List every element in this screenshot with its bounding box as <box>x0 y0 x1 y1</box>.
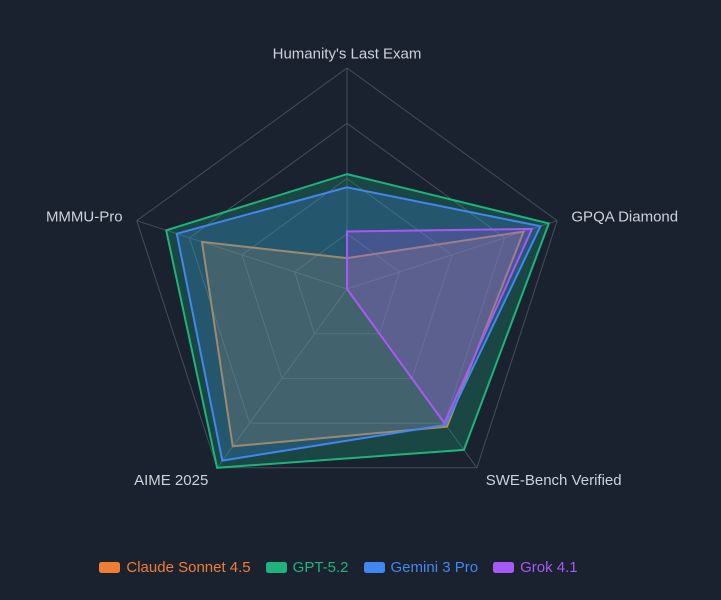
legend-swatch-gemini-3-pro <box>363 562 385 573</box>
chart-legend: Claude Sonnet 4.5 GPT-5.2 Gemini 3 Pro G… <box>0 560 699 575</box>
axis-label-swe-bench-verified: SWE-Bench Verified <box>486 472 622 489</box>
axis-line-mmmu-pro <box>136 220 348 290</box>
grid-ring-75 <box>188 122 506 424</box>
axis-label-gpqa-diamond: GPQA Diamond <box>571 208 678 225</box>
legend-label-gemini-3-pro: Gemini 3 Pro <box>390 559 479 576</box>
series-polygon-gemini-3-pro <box>175 186 542 462</box>
legend-swatch-claude-sonnet-4-5 <box>99 562 121 573</box>
legend-item-gpt-5-2[interactable]: GPT-5.2 <box>265 559 349 576</box>
legend-label-grok-4-1: Grok 4.1 <box>520 559 578 576</box>
axis-label-mmmu-pro: MMMU-Pro <box>46 208 123 225</box>
legend-item-claude-sonnet-4-5[interactable]: Claude Sonnet 4.5 <box>99 559 251 576</box>
legend-swatch-gpt-5-2 <box>265 562 287 573</box>
grid-ring-25 <box>293 233 401 335</box>
grid-ring-100 <box>136 67 558 469</box>
legend-label-claude-sonnet-4-5: Claude Sonnet 4.5 <box>126 559 251 576</box>
series-polygon-gpt-5-2 <box>165 173 551 469</box>
axis-label-humanity-s-last-exam: Humanity's Last Exam <box>273 45 422 62</box>
legend-swatch-grok-4-1 <box>493 562 515 573</box>
axis-line-aime-2025 <box>216 288 348 469</box>
legend-item-grok-4-1[interactable]: Grok 4.1 <box>493 560 578 575</box>
series-polygon-grok-4-1 <box>346 227 534 426</box>
grid-ring-50 <box>241 177 453 379</box>
axis-label-aime-2025: AIME 2025 <box>134 472 208 489</box>
legend-item-gemini-3-pro[interactable]: Gemini 3 Pro <box>363 559 479 576</box>
legend-label-gpt-5-2: GPT-5.2 <box>292 559 349 576</box>
series-polygon-claude-sonnet-4-5 <box>200 230 526 448</box>
